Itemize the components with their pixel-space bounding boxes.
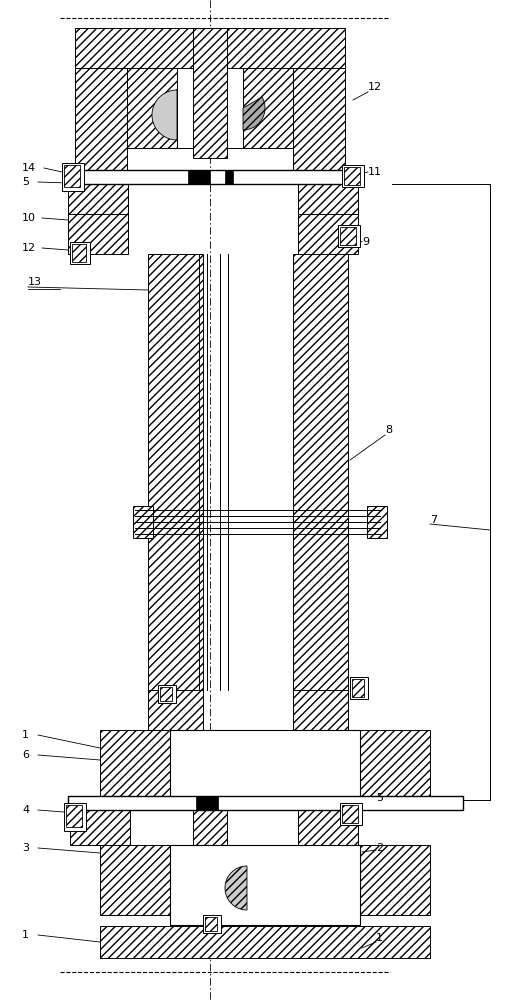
Bar [193, 28, 227, 158]
Text: 7: 7 [430, 515, 437, 525]
Polygon shape [225, 866, 247, 910]
Text: 12: 12 [22, 243, 36, 253]
Bar [310, 730, 360, 785]
Bar [68, 214, 128, 254]
Bar [293, 68, 345, 178]
Bar [68, 796, 463, 810]
Bar [70, 242, 90, 264]
Polygon shape [243, 97, 265, 130]
Bar [148, 690, 203, 730]
Polygon shape [152, 90, 177, 140]
Bar [367, 506, 387, 538]
Text: 1: 1 [22, 730, 29, 740]
Text: 8: 8 [385, 425, 392, 435]
Bar [196, 796, 218, 810]
Bar [193, 796, 227, 926]
Bar [133, 506, 153, 538]
Bar [342, 165, 364, 187]
Bar [100, 926, 430, 958]
Text: 13: 13 [28, 277, 42, 287]
Bar [352, 679, 364, 697]
Text: 1: 1 [22, 930, 29, 940]
Text: 6: 6 [22, 750, 29, 760]
Bar [342, 805, 358, 823]
Bar [170, 730, 360, 800]
Bar [344, 167, 360, 185]
Text: 2: 2 [376, 843, 383, 853]
Text: 9: 9 [362, 237, 369, 247]
Text: 5: 5 [376, 793, 383, 803]
Bar [100, 845, 170, 915]
Bar [298, 184, 358, 214]
Bar [127, 68, 293, 148]
Bar [350, 677, 368, 699]
Bar [360, 730, 430, 800]
Bar [64, 803, 86, 831]
Bar [68, 170, 358, 184]
Bar [127, 68, 177, 148]
Bar [75, 28, 345, 68]
Bar [100, 730, 170, 800]
Bar [293, 254, 348, 690]
Bar [170, 845, 360, 925]
Bar [298, 810, 358, 845]
Text: 3: 3 [22, 843, 29, 853]
Bar [70, 810, 130, 845]
Text: 1: 1 [376, 933, 383, 943]
Bar [298, 214, 358, 254]
Bar [205, 917, 217, 931]
Text: 10: 10 [22, 213, 36, 223]
Bar [72, 244, 86, 262]
Bar [68, 184, 128, 214]
Bar [340, 227, 356, 245]
Bar [148, 254, 203, 690]
Bar [66, 805, 82, 827]
Text: 11: 11 [368, 167, 382, 177]
Bar [75, 68, 127, 178]
Bar [158, 685, 176, 703]
Bar [338, 225, 360, 247]
Text: 12: 12 [368, 82, 382, 92]
Bar [188, 170, 210, 184]
Bar [225, 170, 233, 184]
Bar [170, 730, 220, 785]
Text: 14: 14 [22, 163, 36, 173]
Bar [293, 690, 348, 730]
Bar [340, 803, 362, 825]
Text: 5: 5 [22, 177, 29, 187]
Bar [62, 163, 84, 191]
Bar [243, 68, 293, 148]
Text: 4: 4 [22, 805, 29, 815]
Bar [160, 687, 172, 701]
Bar [360, 845, 430, 915]
Bar [64, 165, 80, 187]
Bar [203, 915, 221, 933]
